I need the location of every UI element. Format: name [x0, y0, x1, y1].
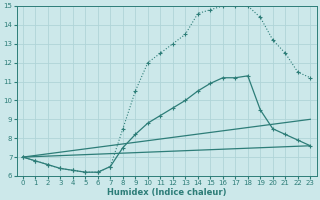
- X-axis label: Humidex (Indice chaleur): Humidex (Indice chaleur): [107, 188, 226, 197]
